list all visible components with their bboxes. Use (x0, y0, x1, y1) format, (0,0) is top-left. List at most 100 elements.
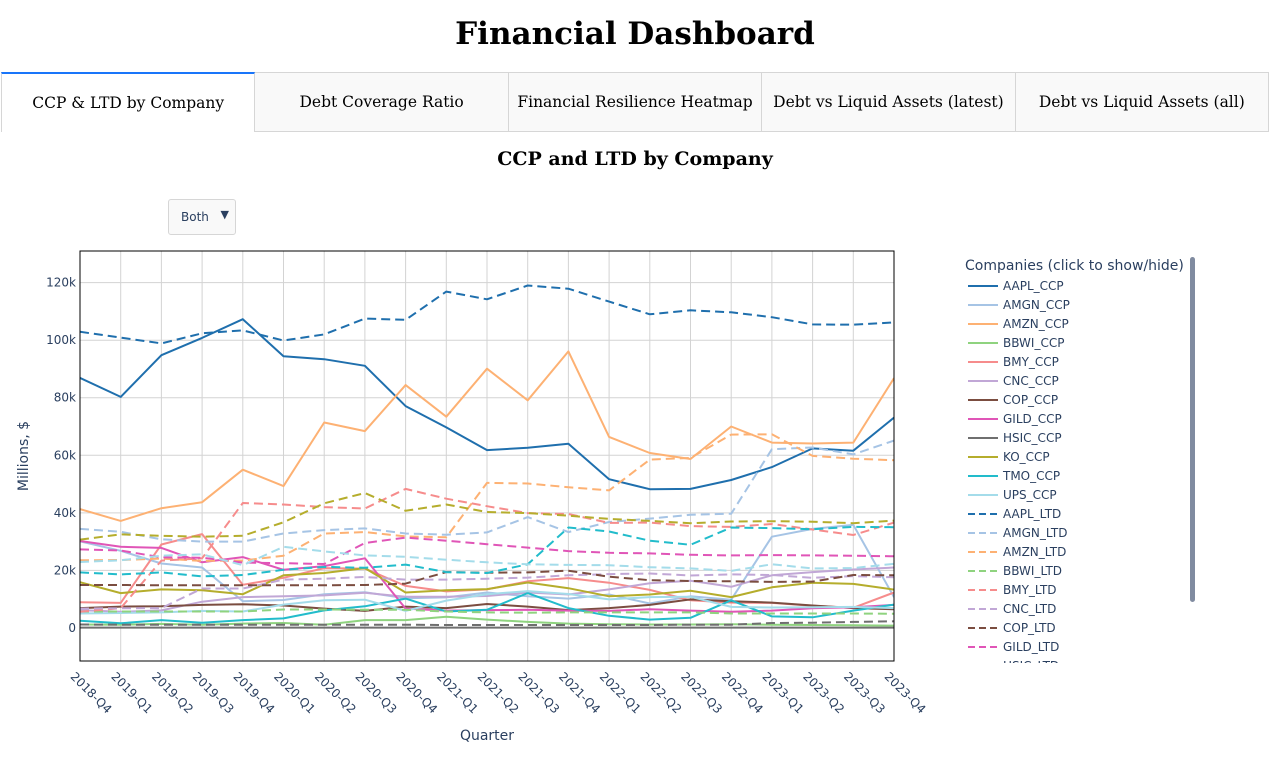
legend-label: AMGN_CCP (1003, 297, 1070, 312)
legend-swatch (968, 569, 998, 572)
x-tick-label: 2021-Q4 (556, 669, 603, 716)
x-tick-label: 2019-Q3 (190, 669, 237, 716)
legend-item-bmy-ltd[interactable]: BMY_LTD (968, 580, 1057, 599)
legend-swatch (968, 607, 998, 610)
legend-item-amgn-ltd[interactable]: AMGN_LTD (968, 523, 1067, 542)
tab-debt-vs-liquid-assets-latest[interactable]: Debt vs Liquid Assets (latest) (761, 72, 1016, 131)
legend-label: CNC_LTD (1003, 601, 1057, 616)
series-type-dropdown[interactable]: Both ▼ (168, 199, 236, 235)
y-tick-label: 120k (46, 276, 76, 290)
tab-bar: CCP & LTD by Company Debt Coverage Ratio… (1, 72, 1270, 132)
series-line-tmo-ccp (80, 592, 894, 625)
tab-ccp-ltd-by-company[interactable]: CCP & LTD by Company (1, 72, 256, 132)
chart-title: CCP and LTD by Company (497, 148, 773, 170)
x-tick-label: 2022-Q1 (597, 669, 644, 716)
legend-swatch (968, 436, 998, 439)
series-line-ups-ccp (80, 590, 894, 615)
legend-item-hsic-ltd[interactable]: HSIC_LTD (968, 656, 1059, 664)
series-line-cnc-ccp (80, 566, 894, 613)
x-tick-label: 2021-Q2 (475, 669, 522, 716)
x-tick-label: 2023-Q1 (760, 669, 807, 716)
x-tick-label: 2020-Q4 (393, 669, 440, 716)
legend-item-hsic-ccp[interactable]: HSIC_CCP (968, 428, 1062, 447)
y-tick-label: 0 (68, 621, 76, 635)
tab-financial-resilience-heatmap[interactable]: Financial Resilience Heatmap (507, 72, 763, 131)
x-tick-label: 2021-Q3 (515, 669, 562, 716)
series-line-cnc-ltd (80, 572, 894, 610)
legend-swatch (968, 455, 998, 458)
legend-swatch (968, 493, 998, 496)
legend-swatch (968, 417, 998, 420)
y-tick-label: 100k (46, 333, 76, 347)
legend-item-ko-ccp[interactable]: KO_CCP (968, 447, 1050, 466)
tab-debt-vs-liquid-assets-all[interactable]: Debt vs Liquid Assets (all) (1014, 72, 1270, 131)
legend-item-cnc-ltd[interactable]: CNC_LTD (968, 599, 1056, 618)
legend-swatch (968, 303, 998, 306)
legend-swatch (968, 341, 998, 344)
series-line-amgn-ccp (80, 523, 894, 605)
legend-item-ups-ccp[interactable]: UPS_CCP (968, 485, 1057, 504)
line-chart: 2018-Q42019-Q12019-Q22019-Q32019-Q42020-… (16, 250, 929, 744)
legend-swatch (968, 626, 998, 629)
legend-label: UPS_CCP (1003, 487, 1057, 502)
legend-label: TMO_CCP (1003, 468, 1061, 483)
x-tick-label: 2020-Q3 (353, 669, 400, 716)
x-tick-label: 2020-Q2 (312, 669, 359, 716)
y-tick-label: 40k (54, 506, 76, 520)
legend-label: AMGN_LTD (1003, 525, 1068, 540)
legend-label: AAPL_CCP (1003, 278, 1064, 293)
x-tick-label: 2020-Q1 (271, 669, 318, 716)
series-line-aapl-ccp (80, 318, 894, 491)
legend-swatch (968, 379, 998, 382)
legend-scrollbar[interactable] (1190, 257, 1195, 602)
y-tick-label: 80k (54, 391, 76, 405)
legend-label: HSIC_CCP (1003, 430, 1062, 445)
legend-item-tmo-ccp[interactable]: TMO_CCP (968, 466, 1060, 485)
legend-item-cop-ltd[interactable]: COP_LTD (968, 618, 1056, 637)
legend-swatch (968, 474, 998, 477)
legend: Companies (click to show/hide) AAPL_CCP A… (960, 255, 1200, 663)
legend-label: BBWI_CCP (1003, 335, 1065, 350)
legend-item-amzn-ccp[interactable]: AMZN_CCP (968, 314, 1069, 333)
legend-item-aapl-ccp[interactable]: AAPL_CCP (968, 276, 1064, 295)
legend-label: AMZN_CCP (1003, 316, 1069, 331)
x-tick-label: 2022-Q2 (637, 669, 684, 716)
x-axis-title: Quarter (460, 728, 514, 744)
legend-swatch (968, 550, 998, 553)
y-tick-label: 60k (54, 448, 76, 462)
legend-label: BMY_CCP (1003, 354, 1059, 369)
legend-label: GILD_LTD (1003, 639, 1060, 654)
legend-label: COP_LTD (1003, 620, 1056, 635)
series-line-bbwi-ltd (80, 608, 894, 615)
series-line-bmy-ltd (80, 487, 894, 613)
legend-item-bmy-ccp[interactable]: BMY_CCP (968, 352, 1059, 371)
legend-item-bbwi-ltd[interactable]: BBWI_LTD (968, 561, 1062, 580)
legend-label: GILD_CCP (1003, 411, 1062, 426)
x-tick-label: 2023-Q3 (841, 669, 888, 716)
series-line-gild-ltd (80, 536, 894, 565)
legend-swatch (968, 322, 998, 325)
legend-item-cnc-ccp[interactable]: CNC_CCP (968, 371, 1059, 390)
legend-swatch (968, 398, 998, 401)
legend-item-cop-ccp[interactable]: COP_CCP (968, 390, 1058, 409)
dropdown-selected-value: Both (181, 210, 209, 224)
series-line-cop-ccp (80, 598, 894, 612)
legend-item-aapl-ltd[interactable]: AAPL_LTD (968, 504, 1061, 523)
legend-label: AAPL_LTD (1003, 506, 1062, 521)
legend-item-gild-ccp[interactable]: GILD_CCP (968, 409, 1062, 428)
dropdown-arrow-icon: ▼ (220, 208, 229, 221)
series-line-ko-ltd (80, 492, 894, 541)
legend-item-bbwi-ccp[interactable]: BBWI_CCP (968, 333, 1064, 352)
series-line-amgn-ltd (80, 439, 894, 543)
legend-label: HSIC_LTD (1003, 659, 1059, 664)
x-tick-label: 2022-Q3 (678, 669, 725, 716)
legend-swatch (968, 645, 998, 648)
legend-item-gild-ltd[interactable]: GILD_LTD (968, 637, 1059, 656)
legend-item-amgn-ccp[interactable]: AMGN_CCP (968, 295, 1070, 314)
legend-label: BMY_LTD (1003, 582, 1057, 597)
series-line-ups-ltd (80, 545, 894, 572)
x-tick-label: 2023-Q2 (800, 669, 847, 716)
legend-item-amzn-ltd[interactable]: AMZN_LTD (968, 542, 1066, 561)
page-title: Financial Dashboard (455, 16, 815, 52)
plot-frame (79, 250, 895, 662)
